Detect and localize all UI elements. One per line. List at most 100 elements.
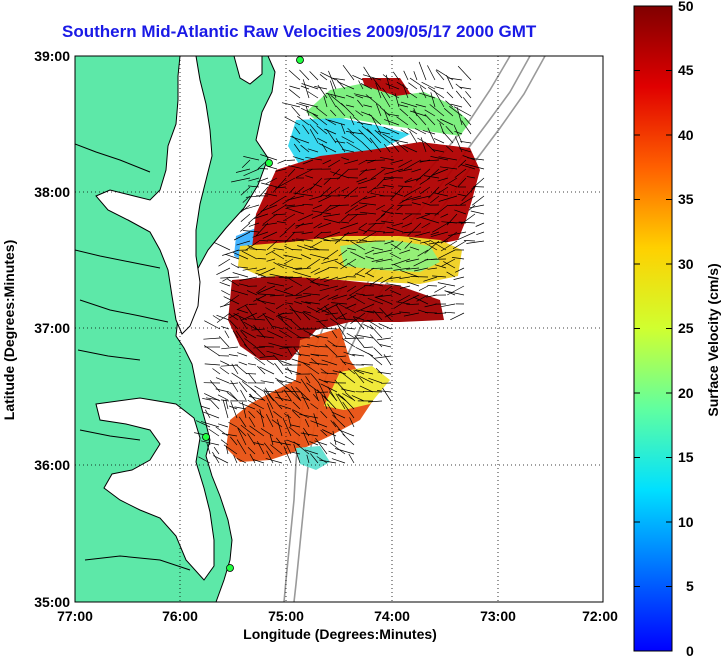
velocity-arrow [291,451,301,455]
velocity-arrow [291,410,301,419]
velocity-arrow [219,336,230,348]
velocity-cell-orange-south [226,328,380,462]
velocity-arrow [240,222,251,232]
velocity-arrow [301,83,319,90]
velocity-arrow [398,104,409,108]
velocity-arrow [236,303,249,311]
velocity-arrow [262,213,278,225]
velocity-arrow [332,430,337,446]
velocity-arrow [327,93,337,108]
velocity-arrow [223,444,238,455]
velocity-arrow [226,392,238,401]
velocity-arrow [403,312,420,317]
velocity-arrow [459,148,472,153]
velocity-arrow [372,249,393,255]
velocity-arrow [288,277,303,287]
velocity-arrow [247,185,260,188]
velocity-arrow [247,446,256,455]
velocity-arrow [278,380,293,384]
velocity-arrow [470,210,485,215]
velocity-arrow [443,261,456,269]
velocity-arrow [273,411,283,419]
velocity-arrow [318,382,328,401]
velocity-arrow [432,222,449,233]
velocity-arrow [295,387,311,402]
velocity-arrow [342,393,355,401]
velocity-arrow [343,351,356,357]
velocity-arrow [383,177,395,180]
velocity-arrow [440,231,458,244]
velocity-arrow [332,77,346,81]
velocity-arrow [240,213,251,222]
velocity-arrow [248,372,257,384]
velocity-arrow [328,70,337,90]
velocity-arrow [251,328,266,331]
velocity-arrow [310,403,319,410]
velocity-arrow [437,282,456,287]
velocity-arrow [212,368,221,375]
velocity-arrow [265,390,275,393]
x-tick-label: 74:00 [374,608,410,624]
velocity-arrow [260,380,275,384]
velocity-arrow [314,86,328,90]
velocity-arrow [340,222,359,230]
velocity-arrow [246,290,258,296]
velocity-arrow [315,437,328,455]
velocity-arrow [288,69,301,81]
velocity-arrow [274,362,284,375]
velocity-arrow [418,285,429,291]
velocity-arrow [447,285,465,296]
velocity-arrow [335,304,347,321]
x-tick-labels: 77:00 76:00 75:00 74:00 73:00 72:00 [57,608,618,624]
velocity-arrow [320,429,328,437]
velocity-arrow [277,177,296,188]
velocity-arrow [324,380,338,384]
velocity-arrow [411,168,422,173]
velocity-arrow [263,391,274,410]
velocity-arrow [427,267,438,270]
velocity-arrow [422,130,436,135]
velocity-arrow [286,204,305,208]
velocity-arrow [404,177,422,183]
velocity-arrow [221,326,230,330]
velocity-arrow [440,303,456,308]
velocity-arrow [272,251,285,260]
velocity-arrow [238,416,247,428]
velocity-arrow [382,133,400,144]
velocity-arrow [364,285,375,287]
velocity-arrow [440,240,458,252]
velocity-arrow [420,186,431,195]
velocity-arrow [391,258,411,266]
velocity-arrow [356,334,374,339]
velocity-arrow [359,211,377,215]
velocity-arrow [427,168,440,180]
velocity-arrow [240,389,247,401]
velocity-arrow [421,81,436,90]
velocity-arrow [347,285,357,292]
velocity-arrow [321,372,338,375]
velocity-arrow [383,143,391,153]
velocity-arrow [358,159,368,165]
velocity-arrow [238,381,248,393]
velocity-arrow [373,347,383,357]
velocity-arrow [276,419,283,437]
velocity-cell-yellow-south [324,366,390,410]
velocity-arrow [427,65,436,81]
velocity-arrow [233,231,251,241]
velocity-arrow [387,312,402,317]
velocity-arrow [330,420,337,428]
velocity-arrow [301,345,311,348]
velocity-arrow [465,91,472,99]
velocity-arrow [341,388,356,393]
velocity-arrow [256,441,265,455]
velocity-arrow [359,231,377,242]
velocity-arrow [357,177,377,185]
velocity-arrow [401,222,413,228]
velocity-arrow [457,65,472,81]
velocity-arrow [353,370,365,384]
velocity-arrow [295,267,312,270]
velocity-arrow [454,136,463,153]
velocity-arrow [269,395,283,410]
velocity-arrow [240,330,248,339]
velocity-arrow [284,276,303,279]
